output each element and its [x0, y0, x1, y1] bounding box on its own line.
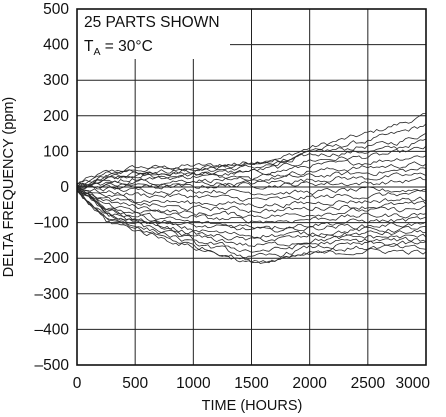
x-tick-label: 1000: [176, 375, 211, 392]
x-tick-label: 2500: [351, 375, 386, 392]
annotation-box: 25 PARTS SHOWN TA = 30°C: [77, 9, 230, 59]
y-tick-label: 100: [43, 143, 69, 160]
y-tick-label: –400: [35, 321, 70, 338]
series-line: [76, 188, 427, 233]
y-axis-title: DELTA FREQUENCY (ppm): [1, 97, 17, 277]
series-line: [76, 185, 426, 196]
grid: [77, 9, 426, 365]
series-line: [76, 188, 427, 224]
y-tick-label: –200: [35, 250, 70, 267]
series-line: [76, 190, 427, 253]
plot-frame: [76, 8, 427, 366]
series-line: [76, 190, 427, 264]
annotation-line-2: TA = 30°C: [84, 38, 153, 58]
series-line: [76, 190, 427, 259]
series-line: [76, 167, 427, 188]
series-line: [76, 138, 427, 187]
series-line: [76, 123, 427, 185]
series-line: [76, 190, 427, 248]
series-line: [76, 172, 427, 190]
x-axis-ticks: 0 500 1000 1500 2000 2500 3000: [73, 375, 431, 392]
x-tick-label: 1500: [234, 375, 269, 392]
y-tick-label: –500: [35, 357, 70, 374]
series-line: [76, 190, 427, 264]
series-line: [76, 187, 427, 202]
series-line: [76, 132, 427, 186]
y-tick-label: 500: [43, 1, 69, 18]
series-line: [76, 155, 427, 187]
annotation-t: T: [84, 38, 94, 55]
x-tick-label: 2000: [292, 375, 327, 392]
y-axis-ticks: 500 400 300 200 100 0 –100 –200 –300 –400 –500: [35, 1, 70, 374]
series-line: [76, 176, 427, 190]
y-tick-label: –100: [35, 215, 70, 232]
y-tick-label: –300: [35, 286, 70, 303]
x-axis-title: TIME (HOURS): [202, 398, 303, 414]
series-line: [77, 189, 427, 243]
x-tick-label: 3000: [396, 375, 431, 392]
traces: [76, 113, 427, 264]
series-line: [76, 188, 427, 230]
y-tick-label: 300: [43, 72, 69, 89]
y-tick-label: 400: [43, 37, 69, 54]
series-line: [76, 187, 427, 219]
y-tick-label: 200: [43, 108, 69, 125]
x-tick-label: 500: [122, 375, 148, 392]
series-line: [76, 161, 427, 187]
series-line: [76, 189, 427, 239]
x-tick-label: 0: [73, 375, 82, 392]
annotation-line-1: 25 PARTS SHOWN: [84, 14, 220, 31]
annotation-temp: = 30°C: [100, 38, 152, 55]
annotation-sub-a: A: [93, 46, 100, 58]
y-tick-label: 0: [60, 179, 69, 196]
series-line: [76, 187, 427, 214]
